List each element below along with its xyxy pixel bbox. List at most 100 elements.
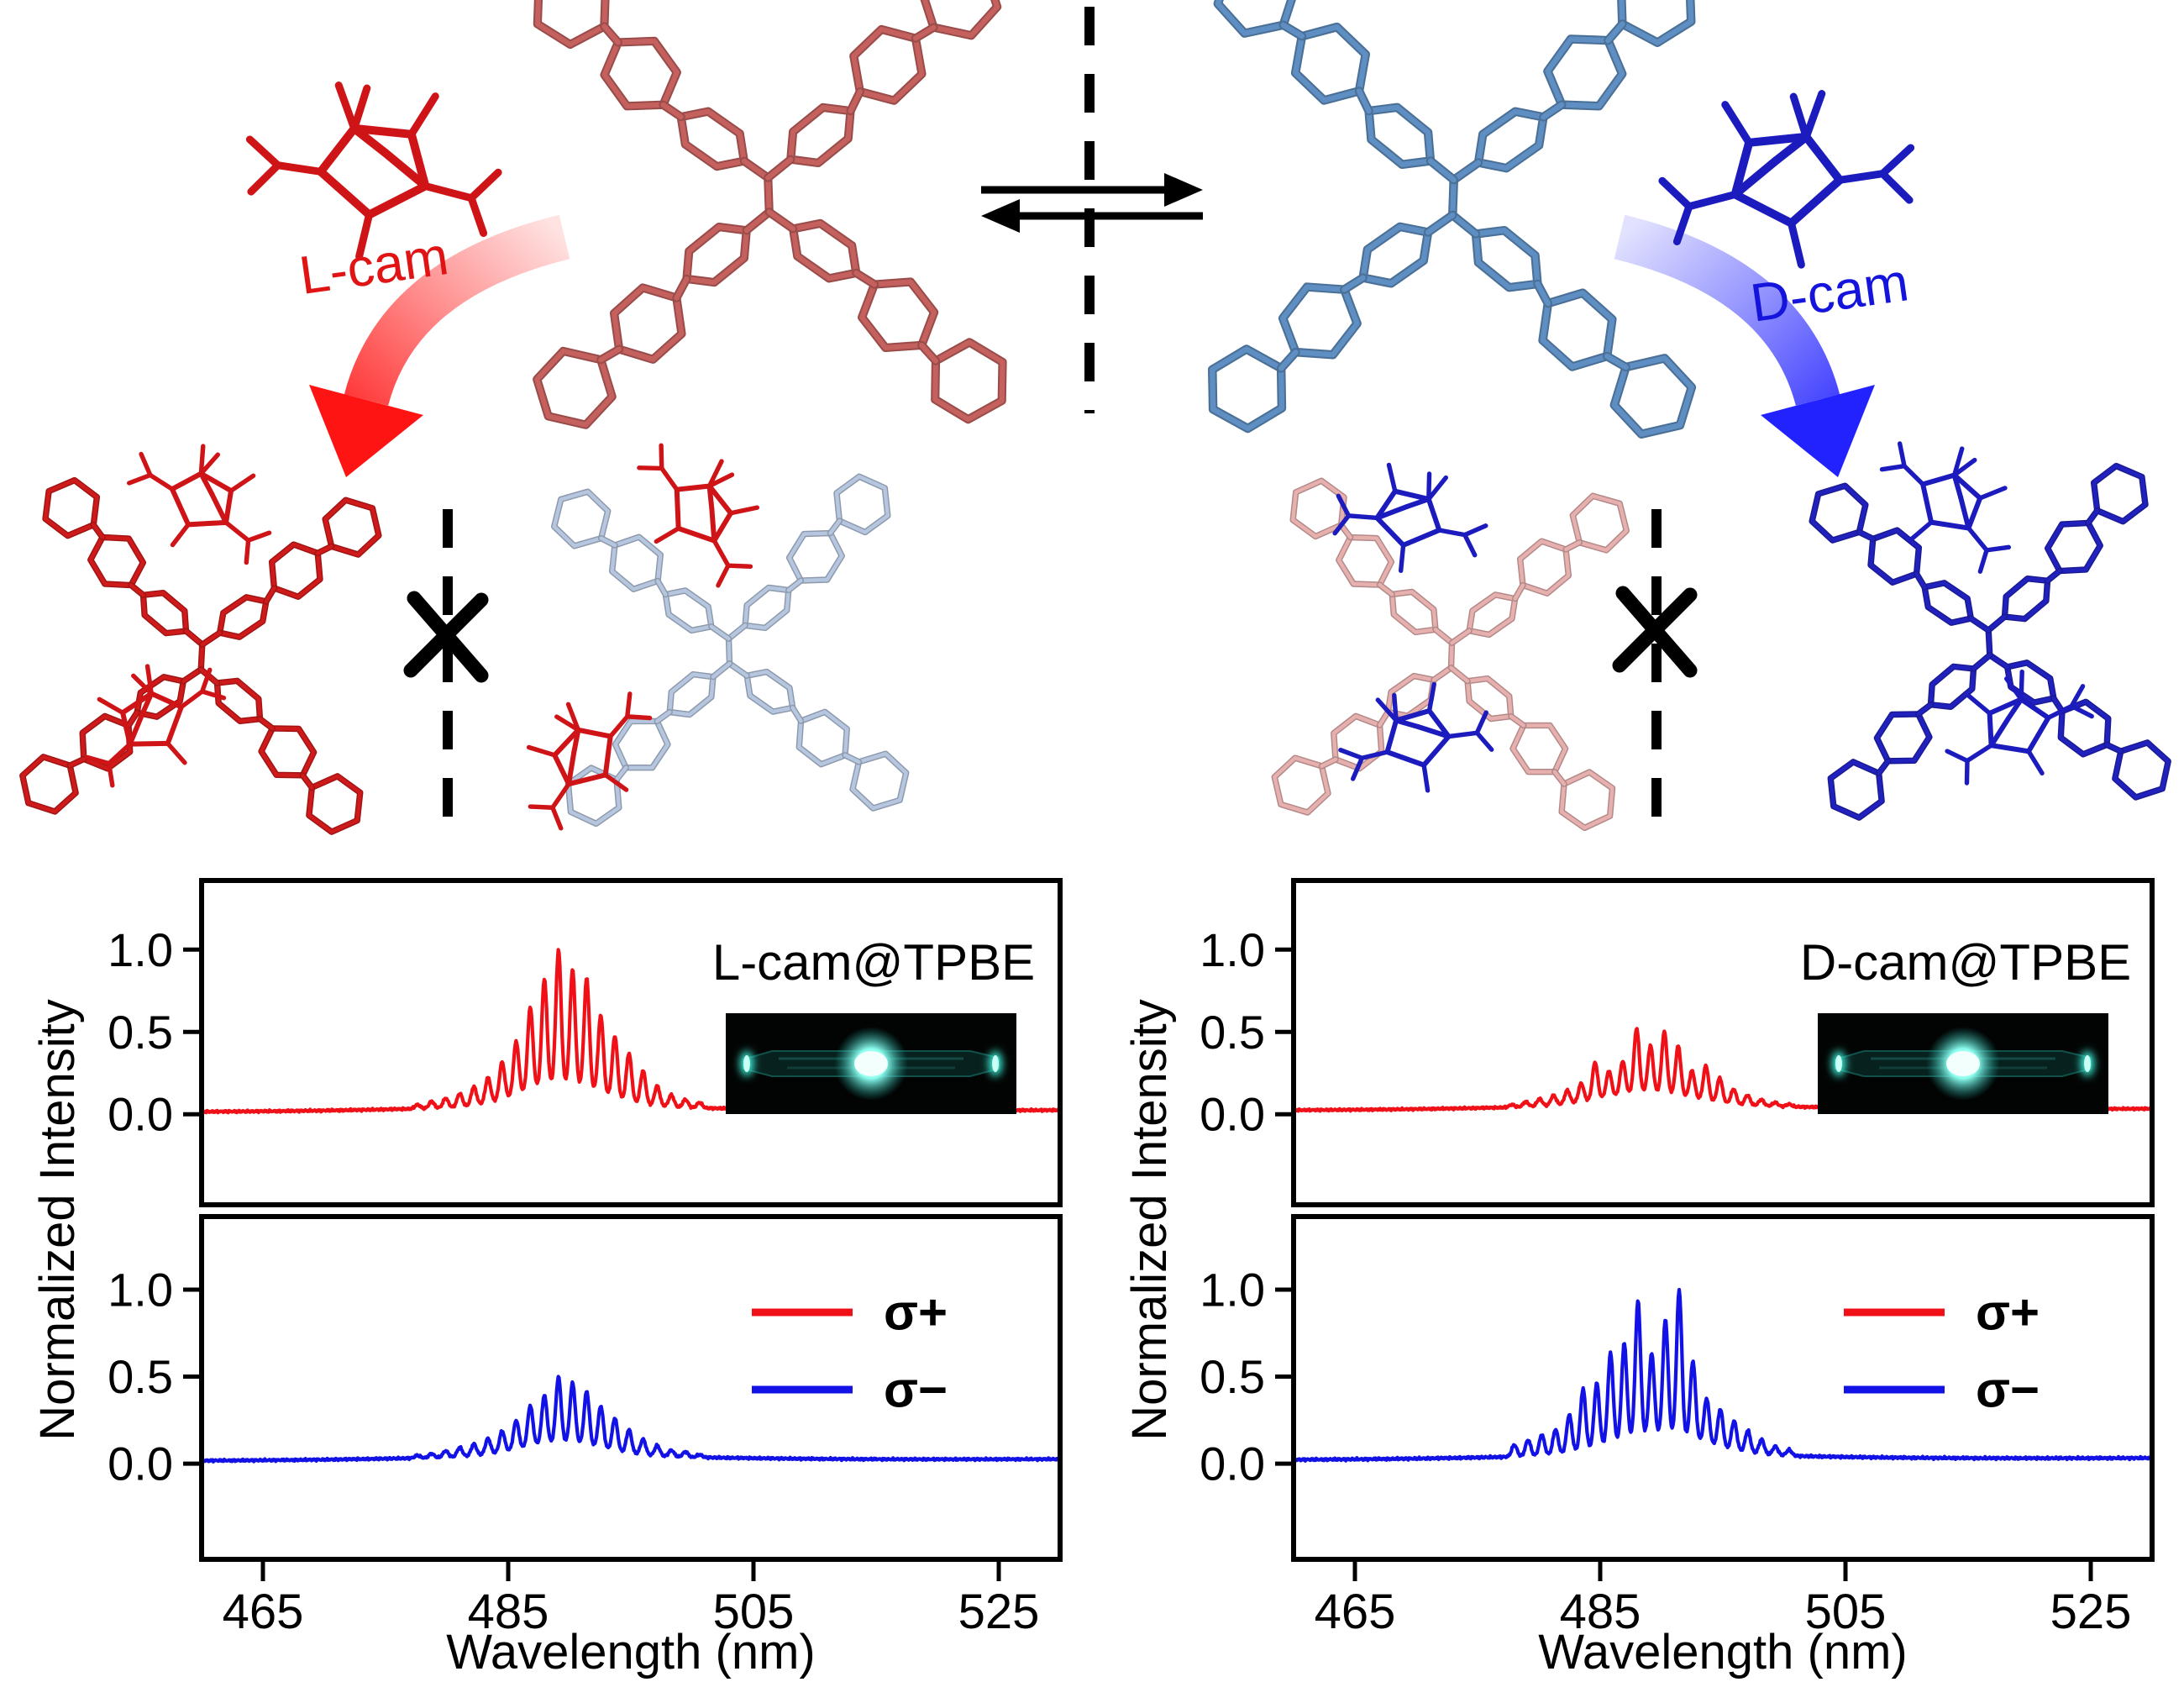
- y-tick-label: 0.5: [108, 1350, 173, 1403]
- camphor-bond: [654, 526, 681, 544]
- camphor-bond: [316, 167, 374, 219]
- camphor-bond: [2069, 703, 2094, 719]
- x-tick-label: 525: [958, 1585, 1040, 1639]
- camphor-bond: [1374, 504, 1410, 521]
- camphor-bond: [603, 772, 629, 792]
- bond: [1320, 757, 1338, 769]
- camphor-bond: [186, 519, 229, 528]
- curved-arrow-blue-body: [1614, 214, 1840, 407]
- camphor-bond: [706, 472, 735, 489]
- bond: [660, 102, 684, 120]
- camphor-bond: [1426, 708, 1452, 739]
- bond: [598, 346, 622, 363]
- camphor-bond: [365, 181, 430, 219]
- camphor-mid-3b: [1338, 681, 1494, 793]
- bond: [316, 544, 333, 555]
- benzene-ring: [1331, 714, 1383, 770]
- curved-arrow-red-body: [344, 214, 570, 407]
- benzene-ring: [676, 107, 748, 171]
- benzene-ring: [216, 594, 270, 640]
- bond: [727, 636, 732, 666]
- camphor-bond: [1421, 762, 1431, 793]
- benzene-ring: [1366, 104, 1434, 167]
- camphor-bond: [1835, 170, 1887, 184]
- benzene-ring: [668, 672, 716, 717]
- end-facet-core: [743, 1055, 750, 1072]
- camphor-bond: [1462, 532, 1478, 558]
- camphor-bond: [625, 691, 633, 719]
- curved-arrow-blue-head: [1761, 385, 1875, 477]
- benzene-ring: [788, 104, 853, 166]
- camphor-bond: [1359, 749, 1390, 760]
- benzene-ring: [215, 679, 262, 723]
- tpbe-mid-red: [19, 476, 382, 835]
- camphor-bond: [1951, 472, 1964, 501]
- benzene-ring: [743, 668, 796, 715]
- bond: [1425, 212, 1456, 235]
- inset-microrod-photo: [1818, 1013, 2108, 1114]
- molecular-diagram: [19, 0, 2171, 842]
- camphor-bond: [316, 124, 359, 176]
- bond: [848, 88, 863, 114]
- bond: [2104, 743, 2123, 754]
- camphor-bond: [1945, 749, 1970, 764]
- camphor-bond: [198, 470, 215, 497]
- panel-frame: [199, 1214, 1063, 1562]
- y-tick-label: 1.0: [1200, 1263, 1265, 1316]
- camphor-bond: [1897, 441, 1907, 469]
- camphor-bond: [602, 733, 613, 778]
- bond: [843, 753, 861, 765]
- camphor-bond: [1446, 730, 1480, 739]
- bond: [1916, 702, 1933, 717]
- bond: [200, 630, 222, 647]
- x-tick-label: 505: [1805, 1585, 1887, 1639]
- camphor-bond: [1730, 190, 1796, 228]
- benzene-ring: [1616, 0, 1696, 47]
- bond: [1450, 628, 1472, 645]
- camphor-bond: [728, 505, 760, 516]
- bond: [853, 270, 878, 287]
- bond: [599, 536, 617, 548]
- benzene-ring: [2003, 660, 2057, 706]
- bond: [765, 175, 772, 215]
- bond: [1513, 583, 1525, 601]
- bond: [1535, 281, 1551, 307]
- bond: [655, 579, 668, 597]
- camphor-bond: [2069, 684, 2086, 709]
- camphor-bond: [706, 483, 715, 512]
- spectrum-trace-sigma-minus: [1292, 1287, 2154, 1464]
- benzene-ring: [1336, 535, 1394, 587]
- camphor-bond: [139, 691, 155, 717]
- bond: [1450, 176, 1457, 218]
- camphor-bond: [1421, 733, 1452, 768]
- camphor-bond: [1336, 493, 1352, 518]
- camphor-bond: [85, 754, 112, 766]
- camphor-l-cam: [245, 81, 502, 260]
- benzene-ring: [789, 218, 861, 283]
- legend: σ+ σ−: [1844, 1285, 2040, 1418]
- camphor-bond: [1462, 523, 1488, 538]
- benzene-ring: [786, 102, 855, 168]
- camphor-bond: [120, 710, 133, 747]
- tpbe-mid-palepink: [1271, 477, 1630, 832]
- camphor-bond: [200, 667, 213, 694]
- bond: [1451, 160, 1482, 183]
- camphor-bond: [198, 452, 221, 476]
- camphor-bond: [2004, 676, 2024, 702]
- benzene-ring: [1358, 222, 1433, 288]
- camphor-bond: [274, 161, 325, 176]
- camphor-bond: [228, 473, 256, 493]
- camphor-bond: [200, 689, 227, 701]
- camphor-bond: [552, 727, 581, 758]
- camphor-bond: [565, 702, 581, 733]
- camphor-bond: [1965, 743, 1994, 764]
- camphor-bond: [2026, 749, 2045, 776]
- camphor-bond: [144, 664, 154, 696]
- bond: [1605, 21, 1625, 44]
- chart-d-cam-tpbe: 1.0 0.5 0.0 1.0 0.5 0.0 465 485 505 525 Wavelength…: [1122, 878, 2155, 1679]
- camphor-bond: [1966, 693, 1992, 716]
- benzene-ring: [306, 773, 364, 835]
- camphor-bond: [170, 522, 191, 548]
- bond: [614, 765, 628, 782]
- camphor-mid-2a: [637, 443, 760, 588]
